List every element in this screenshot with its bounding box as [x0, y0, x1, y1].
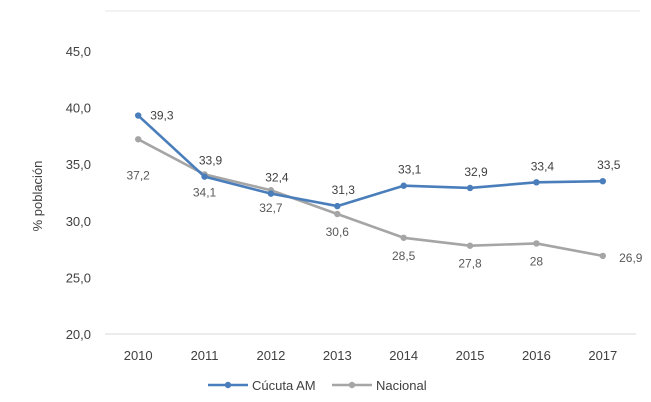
y-tick-label: 20,0	[66, 327, 91, 342]
legend-marker	[348, 381, 356, 389]
y-tick-label: 40,0	[66, 101, 91, 116]
data-label: 39,3	[150, 109, 174, 123]
x-tick-label: 2013	[323, 348, 352, 363]
data-point	[134, 112, 142, 119]
data-label: 28,5	[392, 249, 416, 263]
data-label: 30,6	[326, 225, 350, 239]
y-tick-label: 25,0	[66, 270, 91, 285]
data-label: 32,4	[265, 171, 289, 185]
data-label: 33,9	[199, 154, 223, 168]
data-label: 27,8	[458, 257, 482, 271]
data-point	[466, 242, 474, 249]
data-point	[400, 234, 407, 241]
data-point	[334, 202, 341, 210]
x-tick-label: 2017	[588, 348, 617, 363]
data-point	[599, 177, 607, 185]
data-point	[466, 184, 474, 192]
y-axis-label: % población	[30, 161, 45, 232]
data-label: 33,5	[597, 158, 621, 172]
legend-entry: Nacional	[376, 378, 427, 393]
y-tick-label: 35,0	[66, 157, 91, 172]
data-point	[334, 210, 341, 218]
data-labels: 39,3 33,9 32,4 31,3 33,1 32,9 33,4 33,5 37,2 34,1…	[127, 109, 643, 271]
data-point	[400, 182, 407, 189]
legend: Cúcuta AM Nacional	[208, 378, 427, 393]
data-label: 34,1	[193, 185, 217, 199]
series-line	[137, 138, 604, 258]
x-tick-label: 2011	[191, 348, 219, 363]
data-point	[533, 240, 540, 247]
data-label: 33,4	[531, 159, 555, 173]
data-label: 26,9	[619, 251, 643, 265]
data-label: 33,1	[398, 163, 422, 177]
x-tick-label: 2015	[456, 348, 485, 363]
legend-entry: Cúcuta AM	[252, 378, 316, 393]
x-tick-label: 2014	[389, 348, 418, 363]
series-line	[137, 114, 603, 208]
data-point	[134, 136, 142, 143]
data-label: 32,9	[464, 165, 488, 179]
x-tick-label: 2012	[256, 348, 285, 363]
data-point	[533, 179, 540, 186]
legend-marker	[224, 381, 232, 389]
data-point	[201, 173, 208, 180]
y-tick-label: 30,0	[66, 214, 91, 229]
series-layer	[134, 112, 607, 260]
data-label: 28	[530, 254, 544, 268]
data-label: 37,2	[127, 168, 151, 182]
x-tick-label: 2010	[124, 348, 153, 363]
data-point	[267, 190, 275, 197]
data-label: 31,3	[332, 183, 356, 197]
x-tick-label: 2016	[522, 348, 551, 363]
y-tick-labels: 20,0 25,0 30,0 35,0 40,0 45,0	[66, 44, 91, 342]
data-label: 32,7	[259, 201, 283, 215]
y-tick-label: 45,0	[66, 44, 91, 59]
x-tick-labels: 2010 2011 2012 2013 2014 2015 2016 2017	[124, 348, 618, 363]
data-point	[599, 252, 607, 260]
